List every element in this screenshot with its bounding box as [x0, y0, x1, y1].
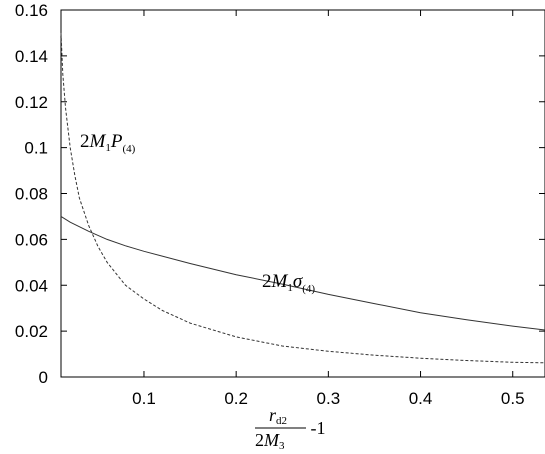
x-axis-label-denominator: 2M3 [255, 430, 285, 452]
x-tick-label: 0.2 [224, 389, 248, 408]
series-label-sigma: 2M1σ(4) [262, 271, 315, 295]
y-tick-label: 0 [39, 368, 48, 387]
x-tick-label: 0.5 [501, 389, 525, 408]
x-tick-label: 0.3 [317, 389, 341, 408]
x-tick-label: 0.1 [132, 389, 156, 408]
x-axis-label-suffix: -1 [306, 418, 326, 438]
y-tick-label: 0.1 [24, 139, 48, 158]
y-tick-label: 0.16 [15, 1, 48, 20]
x-axis-label: rd2 2M3 -1 [255, 405, 326, 452]
series-line-sigma [60, 215, 545, 331]
y-tick-label: 0.12 [15, 93, 48, 112]
plot-frame [60, 9, 545, 378]
y-tick-label: 0.02 [15, 322, 48, 341]
y-tick-label: 0.14 [15, 47, 48, 66]
series-line-p [60, 32, 545, 364]
x-tick-label: 0.4 [409, 389, 433, 408]
x-axis: 0.1 0.2 0.3 0.4 0.5 [132, 10, 525, 408]
x-axis-label-numerator: rd2 [269, 405, 287, 427]
y-axis: 0 0.02 0.04 0.06 0.08 0.1 0.12 0.14 0.16 [15, 1, 545, 387]
y-tick-label: 0.08 [15, 185, 48, 204]
y-tick-label: 0.04 [15, 276, 48, 295]
y-tick-label: 0.06 [15, 230, 48, 249]
series-label-p: 2M1P(4) [80, 131, 136, 155]
